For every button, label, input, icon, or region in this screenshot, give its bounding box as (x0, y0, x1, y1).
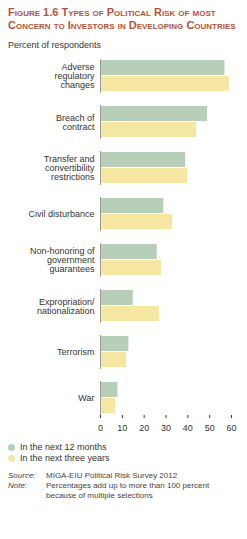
svg-text:60: 60 (226, 423, 236, 433)
svg-text:Adverseregulatorychanges: Adverseregulatorychanges (54, 62, 95, 90)
svg-text:Terrorism: Terrorism (57, 347, 95, 357)
html-text:Percentages add up to more tha: Percentages add up to more than 100 perc… (46, 481, 210, 500)
svg-text:Transfer andconvertibilityrest: Transfer andconvertibilityrestrictions (44, 154, 95, 182)
html-text:MIGA-EIU Political Risk Survey: MIGA-EIU Political Risk Survey 2012 (46, 471, 178, 480)
svg-text:40: 40 (183, 423, 193, 433)
svg-text:50: 50 (205, 423, 215, 433)
html-text:Note:: Note: (8, 481, 28, 490)
svg-text:Non-honoring ofgovernmentguara: Non-honoring ofgovernmentguarantees (30, 246, 95, 274)
html-text:In the next three years: In the next three years (20, 453, 110, 463)
svg-text:0: 0 (98, 423, 103, 433)
svg-text:Civil disturbance: Civil disturbance (28, 209, 94, 219)
svg-text:Breach ofcontract: Breach ofcontract (56, 113, 95, 132)
html-text:In the next 12 months: In the next 12 months (20, 442, 107, 452)
svg-text:20: 20 (139, 423, 149, 433)
html-text:Figure 1.6 Types of Political: Figure 1.6 Types of Political Risk of mo… (8, 6, 236, 31)
svg-text:30: 30 (161, 423, 171, 433)
svg-text:10: 10 (117, 423, 127, 433)
html-text:Source:: Source: (8, 471, 36, 480)
svg-text:Expropriation/nationalization: Expropriation/nationalization (37, 297, 95, 316)
svg-text:War: War (78, 393, 94, 403)
html-text:Percent of respondents: Percent of respondents (8, 40, 102, 50)
